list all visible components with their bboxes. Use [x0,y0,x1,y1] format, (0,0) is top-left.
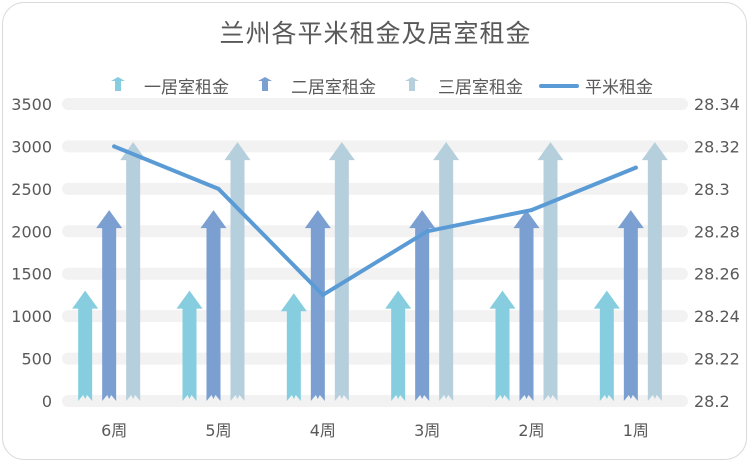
bar-1-1 [200,210,227,401]
y-right-tick-6: 28.32 [694,137,740,156]
line-point-0 [112,144,117,149]
y-right-tick-5: 28.3 [694,180,730,199]
bar-2-2 [328,142,355,401]
bar-0-1 [176,290,203,401]
bar-1-0 [96,210,123,401]
bar-1-2 [304,210,331,401]
y-left-tick-6: 3000 [11,137,52,156]
bar-0-0 [72,290,99,401]
line-point-3 [425,229,430,234]
bar-2-1 [224,142,251,401]
gridline-band-3 [62,267,688,280]
x-tick-2: 4周 [310,421,336,440]
chart-legend: 一居室租金 二居室租金 三居室租金 平米租金 [98,73,653,98]
bar-2-5 [641,142,668,401]
y-left-tick-3: 1500 [11,265,52,284]
x-tick-5: 1周 [623,421,649,440]
y-right-tick-7: 28.34 [694,95,740,114]
gridline-band-5 [62,182,688,195]
gridline-band-4 [62,225,688,238]
y-right-tick-3: 28.26 [694,265,740,284]
gridline-band-0 [62,395,688,407]
legend-label-3br: 三居室租金 [438,78,523,98]
y-left-tick-5: 2500 [11,180,52,199]
bar-0-4 [489,290,516,401]
bar-0-2 [280,293,307,401]
bar-0-5 [593,290,620,401]
legend-swatch-1br-shape [111,76,125,91]
legend-swatch-3br-shape [405,76,419,91]
legend-item-1br: 一居室租金 [98,73,229,98]
bar-2-0 [120,142,147,401]
y-right-tick-0: 28.2 [694,392,730,411]
bar-1-4 [513,210,540,401]
bar-2-3 [433,142,460,401]
legend-item-3br: 三居室租金 [392,73,523,98]
gridline-band-7 [62,98,688,110]
legend-item-2br: 二居室租金 [245,73,376,98]
y-left-tick-4: 2000 [11,222,52,241]
x-tick-1: 5周 [205,421,231,440]
bar-1-5 [617,210,644,401]
bar-0-3 [385,290,412,401]
legend-swatch-3br [405,76,419,91]
y-right-tick-2: 28.24 [694,307,740,326]
legend-swatch-2br [258,76,272,91]
y-right-tick-1: 28.22 [694,350,740,369]
gridline-band-2 [62,310,688,323]
y-left-tick-2: 1000 [11,307,52,326]
line-series-3 [112,144,638,297]
y-left-tick-7: 3500 [11,95,52,114]
x-tick-0: 6周 [101,421,127,440]
x-tick-3: 3周 [414,421,440,440]
legend-swatch-1br [111,76,125,91]
line-point-5 [633,165,638,170]
legend-item-sqm: 平米租金 [539,73,653,98]
legend-swatch-sqm [539,83,579,88]
line-point-1 [216,186,221,191]
gridline-band-6 [62,140,688,153]
line-point-2 [320,292,325,297]
legend-label-1br: 一居室租金 [144,78,229,98]
legend-swatch-2br-shape [258,76,272,91]
gridline-band-1 [62,352,688,365]
legend-label-sqm: 平米租金 [585,78,653,98]
y-left-tick-1: 500 [21,350,52,369]
legend-label-2br: 二居室租金 [291,78,376,98]
line-point-4 [529,208,534,213]
y-left-tick-0: 0 [42,392,52,411]
bar-1-3 [409,210,436,401]
chart-title: 兰州各平米租金及居室租金 [219,19,532,48]
y-right-tick-4: 28.28 [694,222,740,241]
x-tick-4: 2周 [518,421,544,440]
